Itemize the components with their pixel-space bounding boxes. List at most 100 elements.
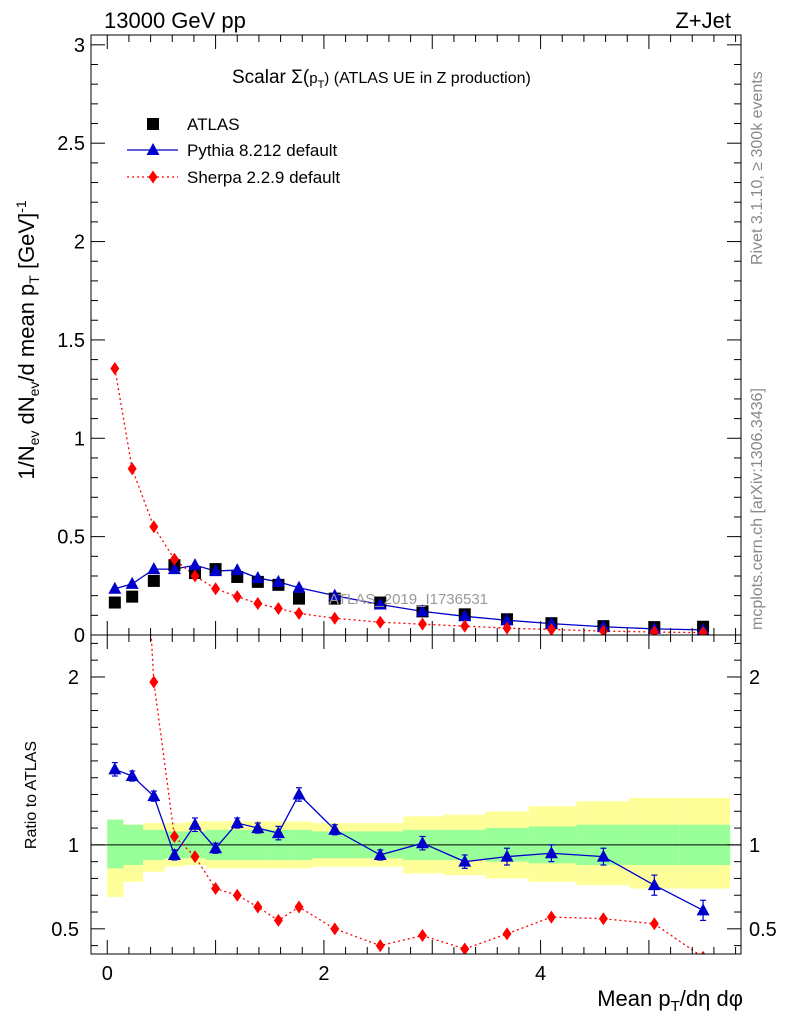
ratio-data-point <box>251 821 265 834</box>
ratio-plot-frame <box>90 634 742 955</box>
ratio-data-point <box>458 854 472 867</box>
ratio-data-point <box>147 789 161 802</box>
ratio-data-point <box>416 836 429 849</box>
ratio-data-point <box>500 849 514 862</box>
y-tick-label-main: 1.5 <box>57 330 85 352</box>
header-right: Z+Jet <box>675 8 731 33</box>
ratio-data-point <box>328 822 342 835</box>
ratio-data-point <box>149 675 159 689</box>
main-data-point <box>127 462 137 476</box>
main-data-point <box>649 625 659 635</box>
axes-ticks: 0 2 4 0 0.5 1 1.5 2 2.5 3 0.5 0.5 1 1 2 2 <box>51 35 777 985</box>
main-data-point <box>416 604 429 617</box>
main-data-point <box>188 558 202 571</box>
header-left: 13000 GeV pp <box>104 8 246 33</box>
main-data-point <box>147 574 160 587</box>
main-data-point <box>169 552 179 566</box>
legend-label: ATLAS <box>187 115 240 134</box>
ratio-data-point <box>544 846 558 859</box>
ratio-data-point <box>596 849 610 862</box>
mcplots-label: mcplots.cern.ch [arXiv:1306.3436] <box>749 388 766 630</box>
main-data-point <box>502 621 512 635</box>
y-tick-label-ratio-right: 1 <box>749 835 760 857</box>
main-data-point <box>294 606 304 620</box>
ratio-data-point <box>125 769 139 782</box>
x-axis-label: Mean pT/dη dφ <box>597 986 743 1015</box>
main-data-point <box>209 564 223 577</box>
main-data-point <box>544 616 558 629</box>
ratio-data-point <box>253 900 263 914</box>
main-data-point <box>330 611 340 625</box>
ratio-data-point <box>649 917 659 931</box>
main-data-point <box>126 590 139 603</box>
ratio-data-point <box>294 900 304 914</box>
y-tick-label-ratio-right: 0.5 <box>749 919 777 941</box>
ratio-data-point <box>271 826 285 839</box>
y-tick-label-ratio-left: 0.5 <box>51 919 79 941</box>
main-data-point <box>149 520 159 534</box>
y-tick-label-ratio-left: 2 <box>68 667 79 689</box>
main-data-point <box>418 617 427 631</box>
main-data-point <box>253 597 263 611</box>
ratio-uncertainty-bands <box>91 797 741 897</box>
ratio-data-point <box>502 927 512 941</box>
y-tick-label-main: 2.5 <box>57 133 85 155</box>
main-data-point <box>458 609 472 622</box>
ratio-data-point <box>209 841 223 854</box>
x-tick-label: 2 <box>318 963 329 985</box>
main-data-point <box>190 569 200 583</box>
plot-title: Scalar Σ(pT) (ATLAS UE in Z production) <box>232 67 531 91</box>
main-data-point <box>211 582 221 596</box>
main-data-point <box>375 615 385 629</box>
ratio-data-point <box>375 939 385 953</box>
y-tick-label-main: 2 <box>74 232 85 254</box>
green-band-bin <box>107 819 124 869</box>
main-data-point <box>698 626 708 635</box>
ratio-data-point <box>546 910 556 924</box>
main-data-point <box>167 562 181 575</box>
y-tick-label-ratio-right: 2 <box>749 667 760 689</box>
legend-marker <box>146 143 160 155</box>
main-data-point <box>373 597 387 610</box>
ratio-data-point <box>108 762 122 775</box>
x-tick-label: 0 <box>102 963 113 985</box>
main-data-point <box>460 619 470 633</box>
y-tick-label-main: 0.5 <box>57 527 85 549</box>
ratio-plot-area <box>108 635 710 954</box>
main-data-point <box>292 580 306 593</box>
main-y-axis-label: 1/Nev dNev/d mean pT [GeV]-1 <box>13 200 42 480</box>
x-tick-label: 4 <box>535 963 546 985</box>
main-data-point <box>108 596 121 609</box>
ratio-data-point <box>330 922 340 936</box>
main-data-point <box>271 574 285 587</box>
ratio-data-point <box>373 847 387 860</box>
legend-marker <box>147 118 159 130</box>
ratio-data-point <box>700 950 706 954</box>
legend-label: Pythia 8.212 default <box>187 141 338 160</box>
y-tick-label-main: 3 <box>74 35 85 57</box>
legend: ATLAS Pythia 8.212 default Sherpa 2.2.9 de… <box>127 115 340 187</box>
main-data-point <box>500 613 514 626</box>
ratio-data-point <box>169 829 179 843</box>
main-data-point <box>546 622 556 635</box>
ratio-data-point <box>460 942 470 954</box>
ratio-data-point <box>273 913 283 927</box>
ratio-y-axis-label: Ratio to ATLAS <box>23 741 40 849</box>
y-tick-label-ratio-left: 1 <box>68 835 79 857</box>
y-tick-label-main: 1 <box>74 428 85 450</box>
main-plot-area <box>108 361 710 635</box>
y-tick-label-main: 0 <box>74 625 85 647</box>
main-data-point <box>251 570 265 583</box>
main-data-point <box>293 592 305 605</box>
legend-label: Sherpa 2.2.9 default <box>187 168 340 187</box>
legend-marker <box>148 170 158 184</box>
ratio-data-point <box>598 912 608 926</box>
ratio-data-point <box>190 850 200 864</box>
ratio-data-point <box>232 888 242 902</box>
rivet-version-label: Rivet 3.1.10, ≥ 300k events <box>749 71 766 265</box>
main-data-point <box>232 590 242 604</box>
ratio-data-point <box>647 878 661 891</box>
ratio-data-point <box>418 929 427 943</box>
main-data-point <box>108 581 122 594</box>
